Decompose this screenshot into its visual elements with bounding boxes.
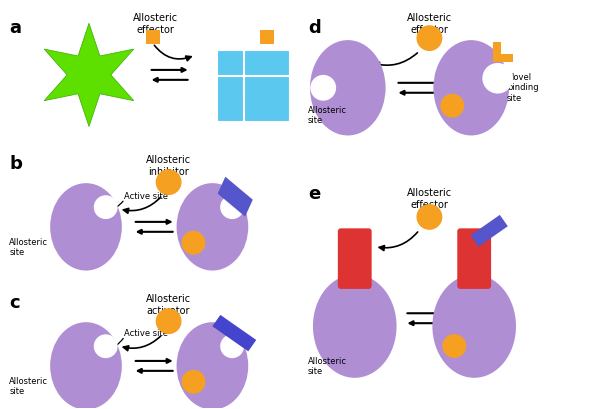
Circle shape — [482, 64, 513, 94]
Circle shape — [310, 76, 336, 101]
FancyBboxPatch shape — [146, 31, 160, 45]
Ellipse shape — [176, 322, 248, 409]
Text: Allosteric
site: Allosteric site — [308, 106, 347, 125]
Polygon shape — [493, 43, 513, 63]
Text: Allosteric
site: Allosteric site — [10, 237, 49, 256]
Text: Novel
binding
site: Novel binding site — [507, 73, 539, 102]
Text: Allosteric
effector: Allosteric effector — [133, 13, 178, 35]
Circle shape — [155, 308, 182, 334]
Ellipse shape — [176, 184, 248, 271]
Ellipse shape — [433, 41, 509, 136]
Ellipse shape — [433, 275, 516, 378]
Circle shape — [416, 26, 442, 52]
FancyBboxPatch shape — [217, 77, 263, 123]
FancyBboxPatch shape — [244, 50, 290, 96]
Ellipse shape — [313, 275, 397, 378]
Text: Allosteric
site: Allosteric site — [10, 376, 49, 395]
Circle shape — [220, 196, 244, 220]
Text: d: d — [308, 19, 321, 37]
Text: Allosteric
activator: Allosteric activator — [146, 294, 191, 315]
Polygon shape — [44, 24, 134, 127]
Circle shape — [440, 94, 464, 118]
Text: Allosteric
inhibitor: Allosteric inhibitor — [146, 155, 191, 177]
Text: b: b — [10, 155, 22, 173]
Text: Allosteric
effector: Allosteric effector — [407, 13, 452, 35]
Text: Allosteric
site: Allosteric site — [308, 356, 347, 375]
Ellipse shape — [50, 184, 122, 271]
Text: Active site: Active site — [124, 328, 168, 337]
Circle shape — [155, 170, 182, 196]
Circle shape — [182, 370, 205, 394]
FancyBboxPatch shape — [457, 229, 491, 289]
FancyBboxPatch shape — [260, 31, 274, 45]
Circle shape — [220, 335, 244, 358]
Polygon shape — [218, 177, 253, 217]
Circle shape — [94, 196, 118, 220]
Circle shape — [182, 231, 205, 255]
Text: Allosteric
effector: Allosteric effector — [407, 188, 452, 209]
Circle shape — [94, 335, 118, 358]
Ellipse shape — [50, 322, 122, 409]
FancyBboxPatch shape — [338, 229, 371, 289]
Text: e: e — [308, 185, 320, 202]
Circle shape — [442, 334, 466, 358]
Text: Active site: Active site — [124, 191, 168, 200]
Polygon shape — [212, 315, 256, 351]
Circle shape — [416, 204, 442, 230]
Ellipse shape — [310, 41, 386, 136]
Text: a: a — [10, 19, 22, 37]
Polygon shape — [470, 216, 508, 247]
Text: c: c — [10, 294, 20, 312]
FancyBboxPatch shape — [217, 50, 263, 96]
FancyBboxPatch shape — [244, 77, 290, 123]
